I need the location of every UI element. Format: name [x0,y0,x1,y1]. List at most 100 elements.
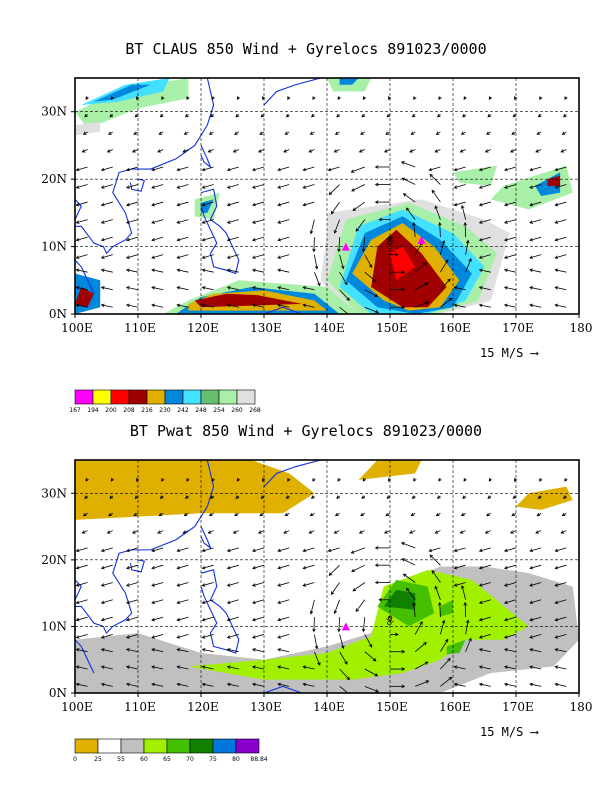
wind-vector [504,201,517,206]
wind-vector-head [419,621,423,625]
wind-vector-head [361,248,366,253]
wind-vector [277,547,290,552]
wind-vector [555,304,567,308]
wind-vector [479,599,491,604]
x-tick-label: 120E [187,321,219,335]
wind-vector-head [402,573,407,577]
wind-vector [277,286,290,291]
wind-vector-head [478,286,483,290]
colorbar-swatch [236,389,256,405]
wind-vector-head [151,565,156,570]
wind-vector-head [344,661,348,665]
wind-vector [277,184,290,189]
wind-vector [555,683,567,687]
wind-vector-head [302,202,307,207]
wind-vector [529,219,542,224]
wind-vector-head [251,583,256,587]
gyre-location-marker [417,235,426,244]
wind-vector-head [413,96,417,100]
coastline [75,198,82,220]
wind-vector [303,304,315,308]
wind-vector-head [448,297,453,302]
wind-vector-head [283,149,287,153]
wind-vector-head [125,565,130,570]
wind-vector [76,648,88,653]
coastline [200,569,240,654]
wind-vector [76,269,88,273]
wind-vector-head [453,682,458,687]
wind-vector-head [151,635,156,639]
wind-vector-head [302,548,307,553]
wind-vector [339,668,350,680]
wind-vector [182,149,189,153]
wind-vector [479,648,491,653]
wind-vector-head [100,635,105,639]
coastline [200,526,212,550]
wind-vector [177,648,189,653]
wind-vector [414,241,423,255]
wind-vector-head [85,478,89,482]
wind-vector [454,201,466,206]
wind-vector-head [157,530,161,534]
wind-vector-head [503,682,508,687]
wind-vector [202,634,214,639]
wind-vector-head [259,512,264,517]
wind-vector-head [536,512,541,517]
wind-vector-head [277,255,282,259]
wind-vector-head [535,149,539,153]
wind-vector-head [401,270,406,274]
wind-vector [454,184,466,189]
wind-vector [384,149,391,153]
wind-vector [76,304,88,308]
wind-vector [202,666,214,670]
wind-vector-head [84,113,88,118]
wind-vector-head [100,583,105,587]
wind-vector [479,634,491,639]
wind-vector-head [75,237,80,242]
wind-vector [555,634,567,639]
wind-vector [277,683,290,687]
wind-vector [277,599,290,604]
wind-vector-head [361,628,366,633]
wind-vector-head [277,617,282,622]
wind-vector [126,286,139,291]
colorbar-label: 208 [123,407,135,414]
wind-vector-head [424,661,429,665]
wind-vector-head [251,682,256,687]
wind-vector-head [185,495,189,499]
wind-vector [454,582,466,587]
wind-vector [454,564,466,569]
wind-vector [277,666,290,670]
wind-vector [208,530,214,534]
wind-vector [339,651,348,665]
wind-vector-head [226,682,231,687]
wind-vector-head [185,113,189,118]
top-chart-title: BT CLAUS 850 Wind + Gyrelocs 891023/0000 [125,40,487,58]
wind-vector-head [337,248,341,253]
wind-vector-head [100,286,105,290]
wind-vector [101,269,113,273]
wind-vector [461,205,466,220]
colorbar-swatch [146,389,166,405]
wind-vector-head [341,265,345,270]
wind-vector-head [539,96,543,100]
wind-vector [151,683,164,687]
colorbar-swatch [218,389,238,405]
wind-vector-head [82,512,87,517]
wind-vector [414,262,427,273]
wind-vector [177,683,189,687]
cyclone-symbol: ୫ [386,613,395,629]
colorbar-swatch [182,389,202,405]
wind-vector-head [554,635,559,639]
wind-vector-head [478,268,483,273]
y-tick-label: 20N [41,172,67,186]
wind-vector [479,254,491,259]
wind-vector-head [554,682,559,687]
wind-vector-head [503,303,508,308]
wind-vector-head [201,303,206,308]
wind-vector [101,236,113,241]
wind-vector-head [201,237,206,242]
wind-vector-head [425,301,430,305]
wind-vector-head [226,202,231,207]
wind-vector-head [186,478,190,482]
